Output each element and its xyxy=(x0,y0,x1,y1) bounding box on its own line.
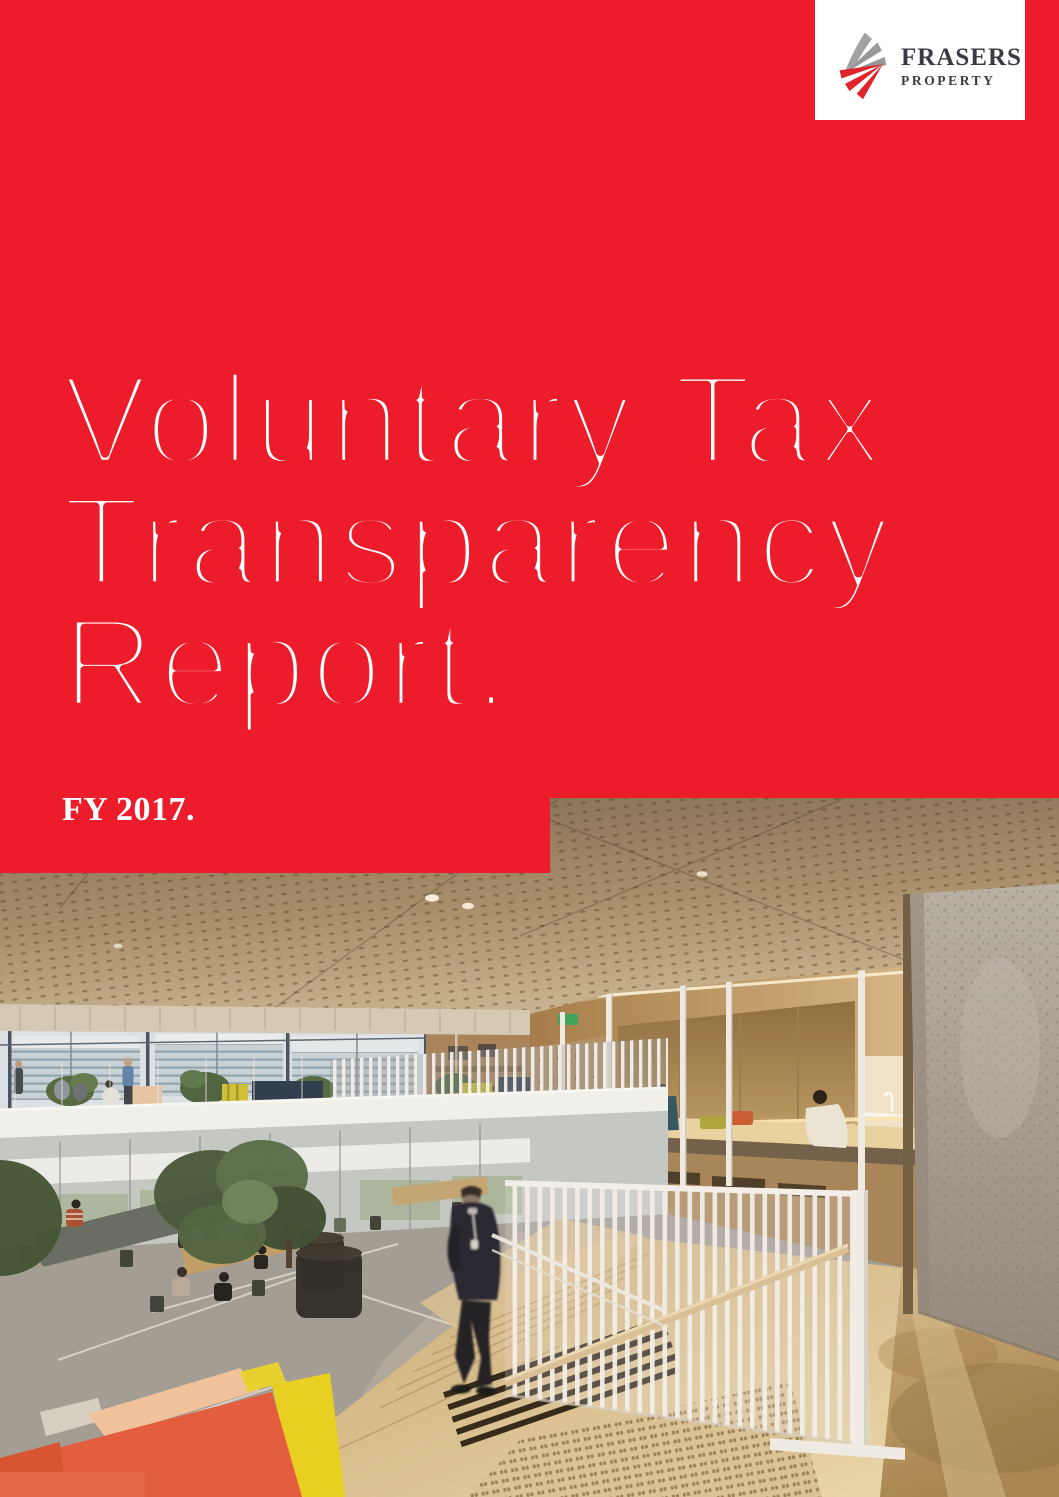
man-figure xyxy=(447,1186,501,1396)
exit-sign xyxy=(558,1014,578,1025)
brand-name: FRASERS xyxy=(901,43,1022,71)
title-line-3: Report. xyxy=(62,591,513,735)
mezzanine-people xyxy=(14,1057,134,1106)
page-title: Voluntary Tax Transparency Report. xyxy=(58,344,894,740)
concrete-column xyxy=(903,884,1059,1362)
title-line-1: Voluntary Tax xyxy=(62,348,886,492)
frasers-fan-icon xyxy=(839,32,887,100)
tiered-seating xyxy=(0,1362,345,1497)
brand-subname: PROPERTY xyxy=(901,72,996,88)
office-atrium-photo xyxy=(0,798,1059,1497)
brand-logo: FRASERS PROPERTY xyxy=(815,0,1025,120)
fiscal-year-label: FY 2017. xyxy=(62,791,196,828)
indoor-trees xyxy=(0,1140,362,1318)
title-line-2: Transparency xyxy=(62,470,894,614)
stair-balustrade xyxy=(491,1180,905,1460)
bridge-walkway xyxy=(0,1038,669,1142)
cover-red-background xyxy=(0,0,1059,873)
